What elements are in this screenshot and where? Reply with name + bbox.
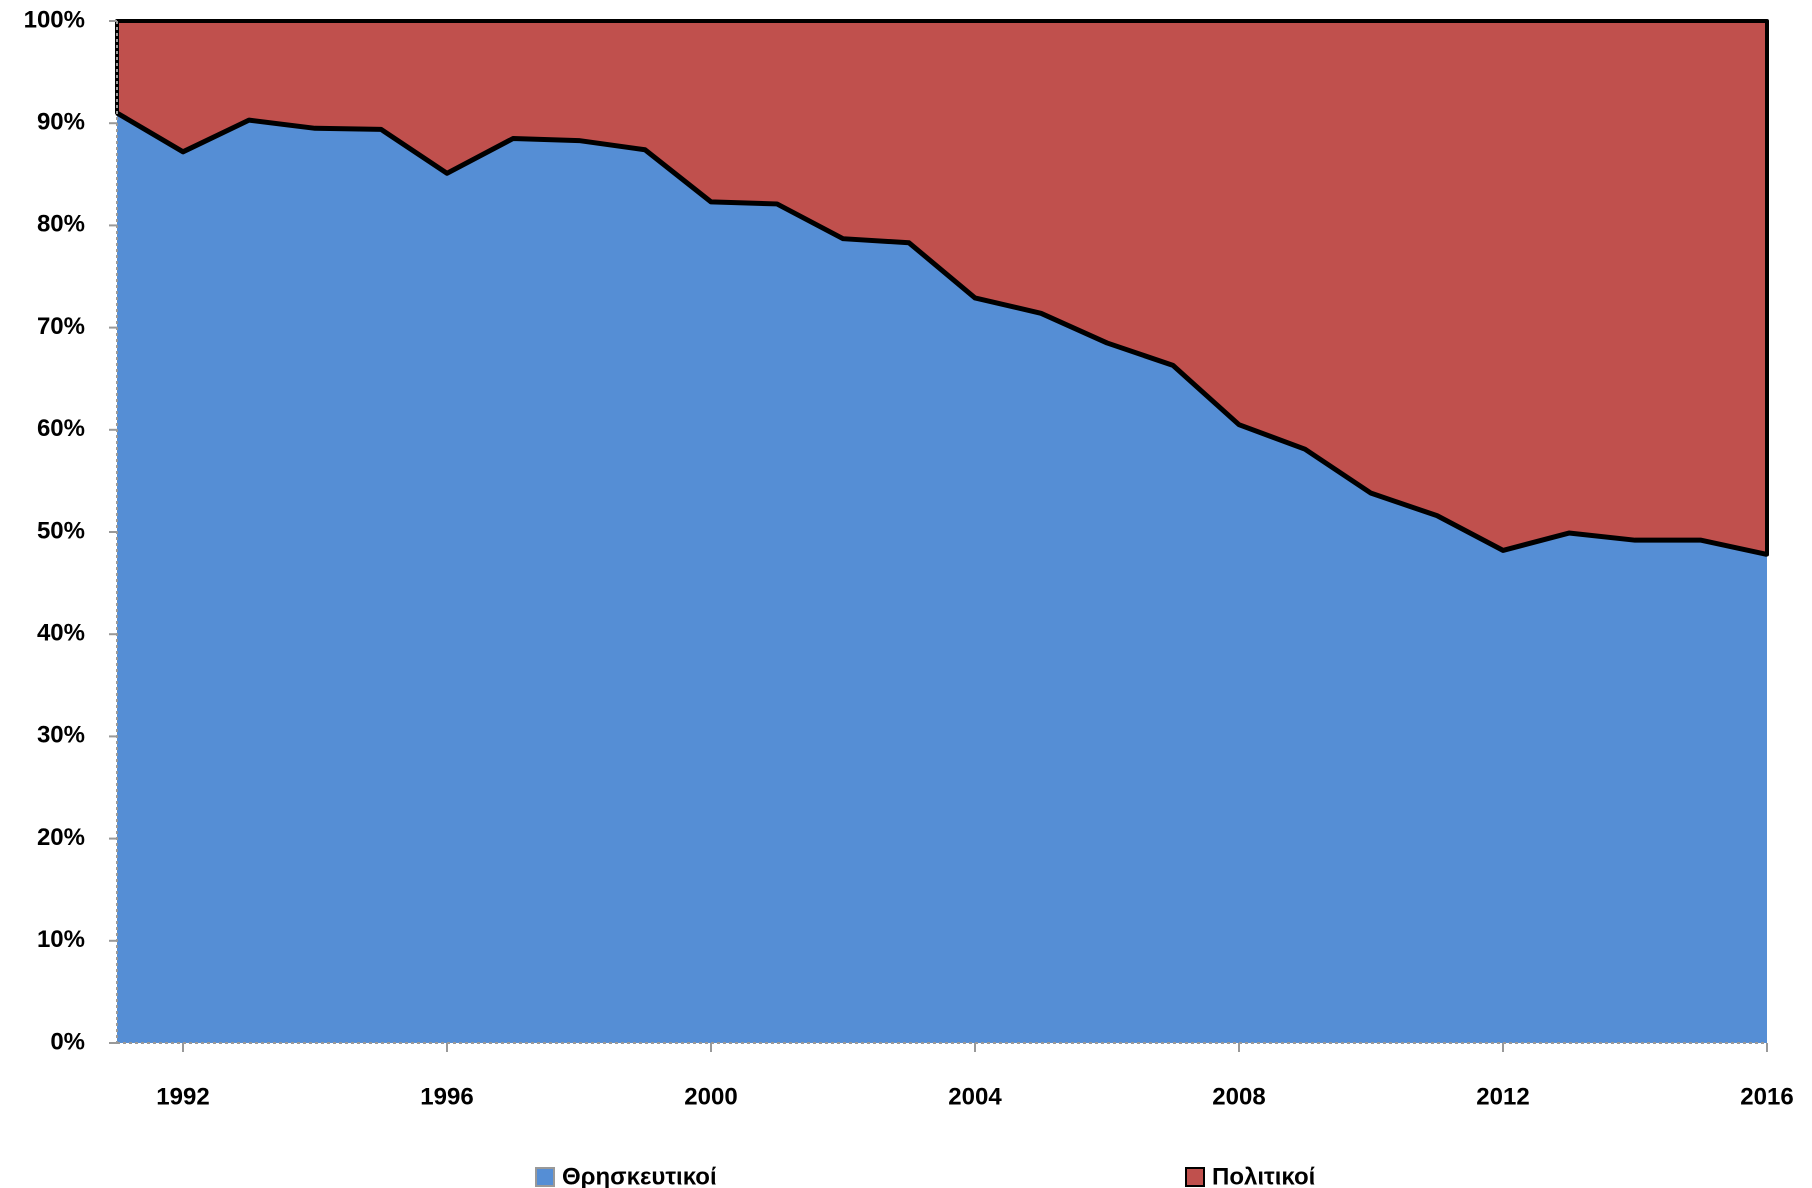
x-tick-label: 1992 (156, 1083, 209, 1110)
y-tick-label: 80% (37, 211, 85, 238)
y-tick-label: 100% (24, 6, 85, 33)
x-tick-label: 2012 (1476, 1083, 1529, 1110)
y-tick-label: 90% (37, 109, 85, 136)
y-tick-label: 0% (50, 1028, 85, 1055)
x-tick-label: 1996 (420, 1083, 473, 1110)
x-tick-label: 2000 (684, 1083, 737, 1110)
y-tick-label: 20% (37, 824, 85, 851)
x-tick-label: 2008 (1212, 1083, 1265, 1110)
area (117, 112, 1767, 1044)
x-tick-label: 2004 (948, 1083, 1002, 1110)
y-tick-label: 30% (37, 722, 85, 749)
y-tick-label: 10% (37, 926, 85, 953)
y-tick-label: 40% (37, 620, 85, 647)
y-tick-label: 50% (37, 517, 85, 544)
legend-swatch (1185, 1167, 1205, 1187)
y-tick-label: 70% (37, 313, 85, 340)
y-tick-label: 60% (37, 415, 85, 442)
boundary-line (115, 110, 1768, 557)
legend-label: Πολιτικοί (1212, 1163, 1315, 1188)
x-tick-label: 2016 (1740, 1083, 1793, 1110)
legend-swatch (535, 1167, 555, 1187)
legend-label: Θρησκευτικοί (562, 1163, 717, 1188)
